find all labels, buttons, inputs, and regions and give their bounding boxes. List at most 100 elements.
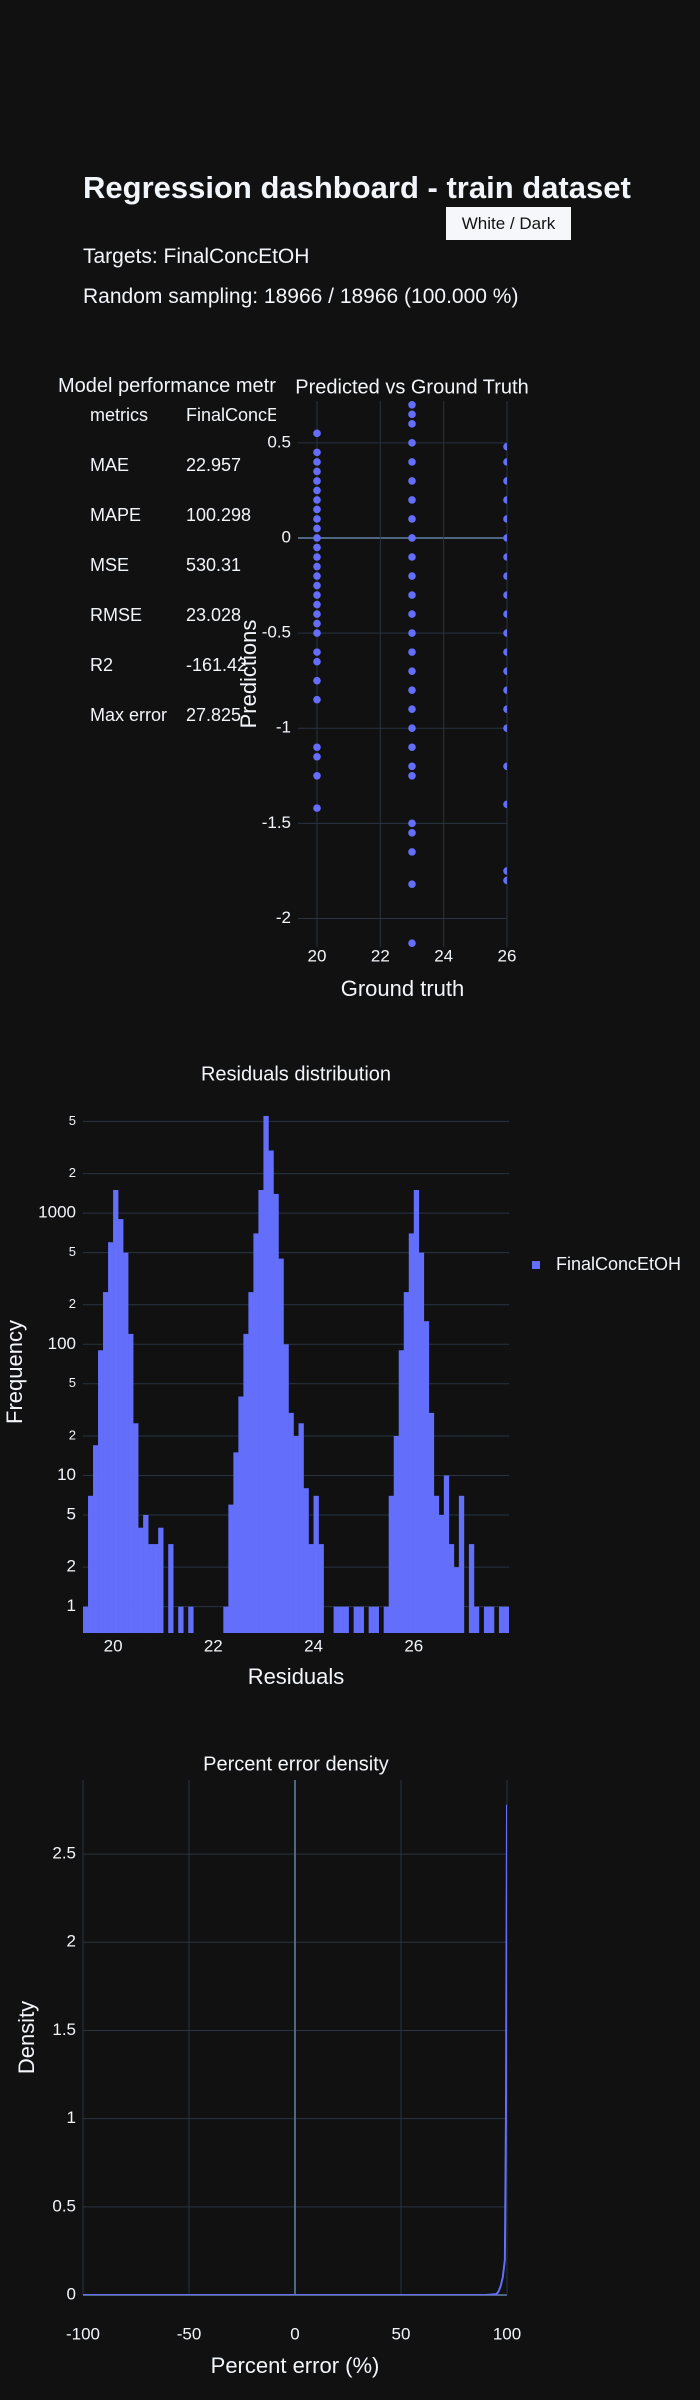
table-cell: MAE	[90, 455, 130, 475]
sampling: Random sampling: 18966 / 18966 (100.000 …	[83, 285, 519, 308]
bar	[253, 1233, 259, 1633]
x-tick-label: 20	[308, 946, 327, 965]
bar	[228, 1504, 234, 1633]
plot-area	[83, 1804, 507, 2295]
bar	[353, 1606, 359, 1633]
bar	[93, 1445, 99, 1633]
y-tick-label: 2	[69, 1427, 76, 1442]
point	[503, 477, 507, 485]
bar	[128, 1333, 134, 1633]
bar	[368, 1606, 374, 1633]
point	[408, 724, 416, 733]
bar	[433, 1495, 440, 1633]
bar	[483, 1606, 490, 1633]
y-axis-title: Density	[14, 2001, 39, 2074]
table-cell: -161.42	[186, 655, 248, 675]
y-tick-label: 1	[67, 1596, 76, 1615]
bar	[138, 1527, 144, 1633]
point	[503, 442, 507, 451]
theme-toggle[interactable]: White / Dark	[446, 207, 571, 240]
bar	[143, 1514, 149, 1633]
point	[408, 553, 416, 561]
x-axis-title: Residuals	[248, 1664, 345, 1689]
plot-area	[313, 401, 507, 947]
x-tick-label: 26	[404, 1636, 423, 1655]
table-cell: FinalConcEtOH	[186, 405, 312, 425]
bar	[123, 1252, 129, 1633]
bar	[273, 1193, 279, 1633]
y-tick-label: 2	[69, 1165, 76, 1180]
bar	[133, 1423, 139, 1633]
bar	[358, 1606, 364, 1633]
point	[313, 771, 321, 780]
bar	[473, 1606, 480, 1633]
bar	[238, 1396, 244, 1633]
bar	[338, 1606, 344, 1633]
x-tick-label: 22	[371, 946, 390, 965]
page-title: Regression dashboard - train dataset	[83, 170, 631, 205]
bar	[438, 1514, 445, 1633]
x-tick-label: 24	[304, 1636, 323, 1655]
bar	[103, 1292, 109, 1633]
bar	[393, 1435, 400, 1633]
bar	[243, 1333, 249, 1633]
x-tick-label: -50	[177, 2324, 202, 2343]
chart-title: Percent error density	[203, 1753, 389, 1775]
table-cell: 100.298	[186, 505, 252, 525]
point	[503, 648, 507, 656]
x-tick-label: 24	[434, 946, 453, 965]
targets: Targets: FinalConcEtOH	[83, 245, 310, 268]
table-cell: MAPE	[90, 505, 142, 525]
point	[408, 705, 416, 713]
bar	[403, 1292, 410, 1633]
bar	[468, 1544, 475, 1633]
y-tick-label: -2	[276, 908, 291, 927]
y-tick-label: 2.5	[52, 1844, 76, 1863]
bar	[408, 1233, 415, 1633]
bar	[233, 1452, 239, 1633]
y-tick-label: 5	[69, 1244, 76, 1259]
y-tick-label: -1.5	[262, 813, 291, 832]
point	[408, 667, 416, 675]
table-row: metrics FinalConcEtOH	[84, 404, 317, 454]
bar	[293, 1435, 299, 1633]
table-cell: metrics	[90, 405, 148, 425]
point	[503, 724, 507, 733]
point	[408, 591, 416, 599]
bar	[458, 1495, 465, 1633]
bar	[113, 1189, 119, 1633]
point	[408, 401, 416, 409]
point	[408, 458, 416, 466]
point	[408, 829, 416, 837]
bar	[98, 1350, 104, 1633]
bar	[428, 1412, 435, 1633]
bar	[413, 1189, 420, 1633]
bar	[148, 1544, 154, 1633]
bar	[333, 1606, 339, 1633]
x-tick-label: -100	[66, 2324, 100, 2343]
point	[408, 410, 416, 419]
x-tick-label: 50	[392, 2324, 411, 2343]
x-tick-label: 0	[290, 2324, 299, 2343]
point	[503, 667, 507, 675]
point	[503, 515, 507, 523]
point	[313, 804, 321, 812]
bar	[448, 1544, 455, 1633]
bar	[388, 1495, 395, 1633]
table-cell: 530.31	[186, 555, 242, 575]
point	[503, 496, 507, 504]
point	[503, 762, 507, 771]
table-cell: R2	[90, 655, 114, 675]
table-row: R2 -161.42	[84, 654, 317, 704]
bar	[268, 1150, 274, 1633]
y-tick-label: 100	[48, 1334, 76, 1353]
table-row: Max error 27.825	[84, 704, 317, 754]
point	[408, 534, 416, 542]
point	[408, 496, 416, 504]
bar	[283, 1344, 289, 1633]
point	[503, 686, 507, 694]
line	[83, 1804, 507, 2295]
point	[408, 420, 416, 428]
y-tick-label: 1.5	[52, 2020, 76, 2039]
